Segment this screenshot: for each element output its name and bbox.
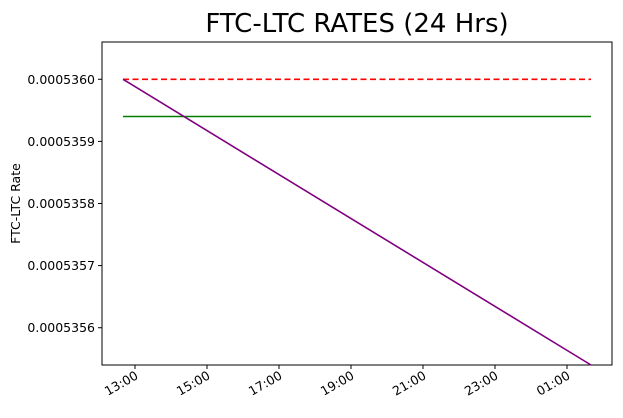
x-tick-label: 01:00	[534, 368, 573, 399]
x-tick-label: 19:00	[318, 368, 357, 399]
chart-title: FTC-LTC RATES (24 Hrs)	[205, 9, 508, 39]
y-tick-label: 0.0005360	[27, 72, 95, 87]
x-tick-label: 15:00	[174, 368, 213, 399]
x-tick-label: 17:00	[246, 368, 285, 399]
x-axis-ticks: 13:00 15:00 17:00 19:00 21:00 23:00 01:00	[102, 365, 573, 399]
y-axis-label: FTC-LTC Rate	[8, 163, 23, 244]
series-line-3	[122, 78, 592, 366]
y-tick-label: 0.0005358	[27, 196, 95, 211]
y-axis-ticks: 0.0005356 0.0005357 0.0005358 0.0005359 0.00…	[27, 72, 102, 335]
plot-area-frame	[101, 41, 613, 366]
series-layer	[122, 78, 592, 366]
x-tick-label: 13:00	[102, 368, 141, 399]
x-tick-label: 23:00	[462, 368, 501, 399]
y-tick-label: 0.0005356	[27, 320, 95, 335]
y-tick-label: 0.0005359	[27, 134, 95, 149]
x-tick-label: 21:00	[390, 368, 429, 399]
y-tick-label: 0.0005357	[27, 258, 95, 273]
